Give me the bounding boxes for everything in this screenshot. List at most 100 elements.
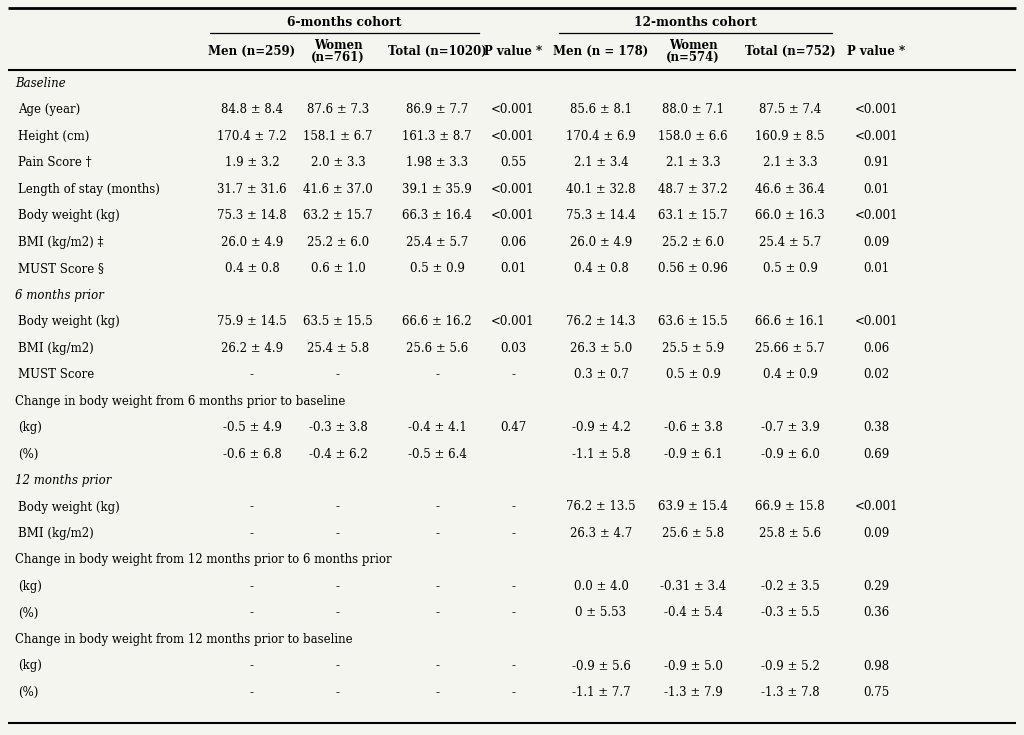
Text: 0.3 ± 0.7: 0.3 ± 0.7 <box>573 368 629 381</box>
Text: -0.4 ± 5.4: -0.4 ± 5.4 <box>664 606 723 620</box>
Text: Length of stay (months): Length of stay (months) <box>18 182 160 196</box>
Text: 26.3 ± 4.7: 26.3 ± 4.7 <box>570 527 632 540</box>
Text: 63.1 ± 15.7: 63.1 ± 15.7 <box>658 209 728 222</box>
Text: -: - <box>435 368 439 381</box>
Text: 170.4 ± 7.2: 170.4 ± 7.2 <box>217 129 287 143</box>
Text: Body weight (kg): Body weight (kg) <box>18 209 120 222</box>
Text: <0.001: <0.001 <box>854 129 898 143</box>
Text: -: - <box>336 501 340 514</box>
Text: Women: Women <box>669 38 718 51</box>
Text: 0.29: 0.29 <box>863 580 889 593</box>
Text: -0.2 ± 3.5: -0.2 ± 3.5 <box>761 580 819 593</box>
Text: -0.7 ± 3.9: -0.7 ± 3.9 <box>761 421 819 434</box>
Text: 0.4 ± 0.8: 0.4 ± 0.8 <box>224 262 280 275</box>
Text: Total (n=1020): Total (n=1020) <box>388 45 486 57</box>
Text: 0.47: 0.47 <box>500 421 526 434</box>
Text: Change in body weight from 12 months prior to 6 months prior: Change in body weight from 12 months pri… <box>15 553 391 567</box>
Text: 2.1 ± 3.4: 2.1 ± 3.4 <box>573 156 629 169</box>
Text: 0.01: 0.01 <box>500 262 526 275</box>
Text: 25.5 ± 5.9: 25.5 ± 5.9 <box>662 342 724 354</box>
Text: -0.6 ± 6.8: -0.6 ± 6.8 <box>222 448 282 461</box>
Text: 0.5 ± 0.9: 0.5 ± 0.9 <box>763 262 817 275</box>
Text: -: - <box>250 580 254 593</box>
Text: 6-months cohort: 6-months cohort <box>288 15 401 29</box>
Text: 1.98 ± 3.3: 1.98 ± 3.3 <box>406 156 468 169</box>
Text: 25.66 ± 5.7: 25.66 ± 5.7 <box>755 342 825 354</box>
Text: <0.001: <0.001 <box>492 182 535 196</box>
Text: 76.2 ± 14.3: 76.2 ± 14.3 <box>566 315 636 328</box>
Text: -: - <box>336 527 340 540</box>
Text: 12 months prior: 12 months prior <box>15 474 112 487</box>
Text: 0.03: 0.03 <box>500 342 526 354</box>
Text: 25.6 ± 5.6: 25.6 ± 5.6 <box>406 342 468 354</box>
Text: 31.7 ± 31.6: 31.7 ± 31.6 <box>217 182 287 196</box>
Text: BMI (kg/m2): BMI (kg/m2) <box>18 527 94 540</box>
Text: 26.3 ± 5.0: 26.3 ± 5.0 <box>570 342 632 354</box>
Text: 25.4 ± 5.7: 25.4 ± 5.7 <box>406 235 468 248</box>
Text: 6 months prior: 6 months prior <box>15 289 103 301</box>
Text: 0.4 ± 0.8: 0.4 ± 0.8 <box>573 262 629 275</box>
Text: 84.8 ± 8.4: 84.8 ± 8.4 <box>221 103 283 116</box>
Text: 0.4 ± 0.9: 0.4 ± 0.9 <box>763 368 817 381</box>
Text: 0.5 ± 0.9: 0.5 ± 0.9 <box>410 262 465 275</box>
Text: -: - <box>435 606 439 620</box>
Text: 1.9 ± 3.2: 1.9 ± 3.2 <box>224 156 280 169</box>
Text: -: - <box>435 686 439 699</box>
Text: -: - <box>511 501 515 514</box>
Text: <0.001: <0.001 <box>854 103 898 116</box>
Text: 0.56 ± 0.96: 0.56 ± 0.96 <box>658 262 728 275</box>
Text: 66.3 ± 16.4: 66.3 ± 16.4 <box>402 209 472 222</box>
Text: Men (n=259): Men (n=259) <box>209 45 296 57</box>
Text: Height (cm): Height (cm) <box>18 129 89 143</box>
Text: -: - <box>336 580 340 593</box>
Text: -0.4 ± 6.2: -0.4 ± 6.2 <box>308 448 368 461</box>
Text: -: - <box>250 606 254 620</box>
Text: -: - <box>336 686 340 699</box>
Text: -0.31 ± 3.4: -0.31 ± 3.4 <box>659 580 726 593</box>
Text: -: - <box>511 580 515 593</box>
Text: 0.0 ± 4.0: 0.0 ± 4.0 <box>573 580 629 593</box>
Text: -: - <box>435 580 439 593</box>
Text: -: - <box>250 368 254 381</box>
Text: (%): (%) <box>18 606 38 620</box>
Text: 25.6 ± 5.8: 25.6 ± 5.8 <box>662 527 724 540</box>
Text: (n=761): (n=761) <box>311 51 365 63</box>
Text: 40.1 ± 32.8: 40.1 ± 32.8 <box>566 182 636 196</box>
Text: -: - <box>336 659 340 673</box>
Text: 2.0 ± 3.3: 2.0 ± 3.3 <box>310 156 366 169</box>
Text: 26.2 ± 4.9: 26.2 ± 4.9 <box>221 342 283 354</box>
Text: -0.9 ± 4.2: -0.9 ± 4.2 <box>571 421 631 434</box>
Text: Women: Women <box>313 38 362 51</box>
Text: (kg): (kg) <box>18 580 42 593</box>
Text: -: - <box>435 659 439 673</box>
Text: -: - <box>250 659 254 673</box>
Text: 48.7 ± 37.2: 48.7 ± 37.2 <box>658 182 728 196</box>
Text: -: - <box>435 527 439 540</box>
Text: 75.3 ± 14.8: 75.3 ± 14.8 <box>217 209 287 222</box>
Text: Age (year): Age (year) <box>18 103 80 116</box>
Text: P value *: P value * <box>484 45 542 57</box>
Text: 12-months cohort: 12-months cohort <box>634 15 757 29</box>
Text: <0.001: <0.001 <box>492 129 535 143</box>
Text: -: - <box>511 527 515 540</box>
Text: -0.9 ± 6.0: -0.9 ± 6.0 <box>761 448 819 461</box>
Text: -0.3 ± 5.5: -0.3 ± 5.5 <box>761 606 819 620</box>
Text: <0.001: <0.001 <box>854 209 898 222</box>
Text: P value *: P value * <box>847 45 905 57</box>
Text: 25.2 ± 6.0: 25.2 ± 6.0 <box>662 235 724 248</box>
Text: 0.09: 0.09 <box>863 527 889 540</box>
Text: 0.36: 0.36 <box>863 606 889 620</box>
Text: 25.4 ± 5.7: 25.4 ± 5.7 <box>759 235 821 248</box>
Text: -: - <box>435 501 439 514</box>
Text: -0.6 ± 3.8: -0.6 ± 3.8 <box>664 421 722 434</box>
Text: (kg): (kg) <box>18 421 42 434</box>
Text: 0.38: 0.38 <box>863 421 889 434</box>
Text: 66.0 ± 16.3: 66.0 ± 16.3 <box>755 209 825 222</box>
Text: 0.98: 0.98 <box>863 659 889 673</box>
Text: -: - <box>336 368 340 381</box>
Text: Body weight (kg): Body weight (kg) <box>18 501 120 514</box>
Text: <0.001: <0.001 <box>492 209 535 222</box>
Text: 160.9 ± 8.5: 160.9 ± 8.5 <box>755 129 824 143</box>
Text: 66.6 ± 16.2: 66.6 ± 16.2 <box>402 315 472 328</box>
Text: 170.4 ± 6.9: 170.4 ± 6.9 <box>566 129 636 143</box>
